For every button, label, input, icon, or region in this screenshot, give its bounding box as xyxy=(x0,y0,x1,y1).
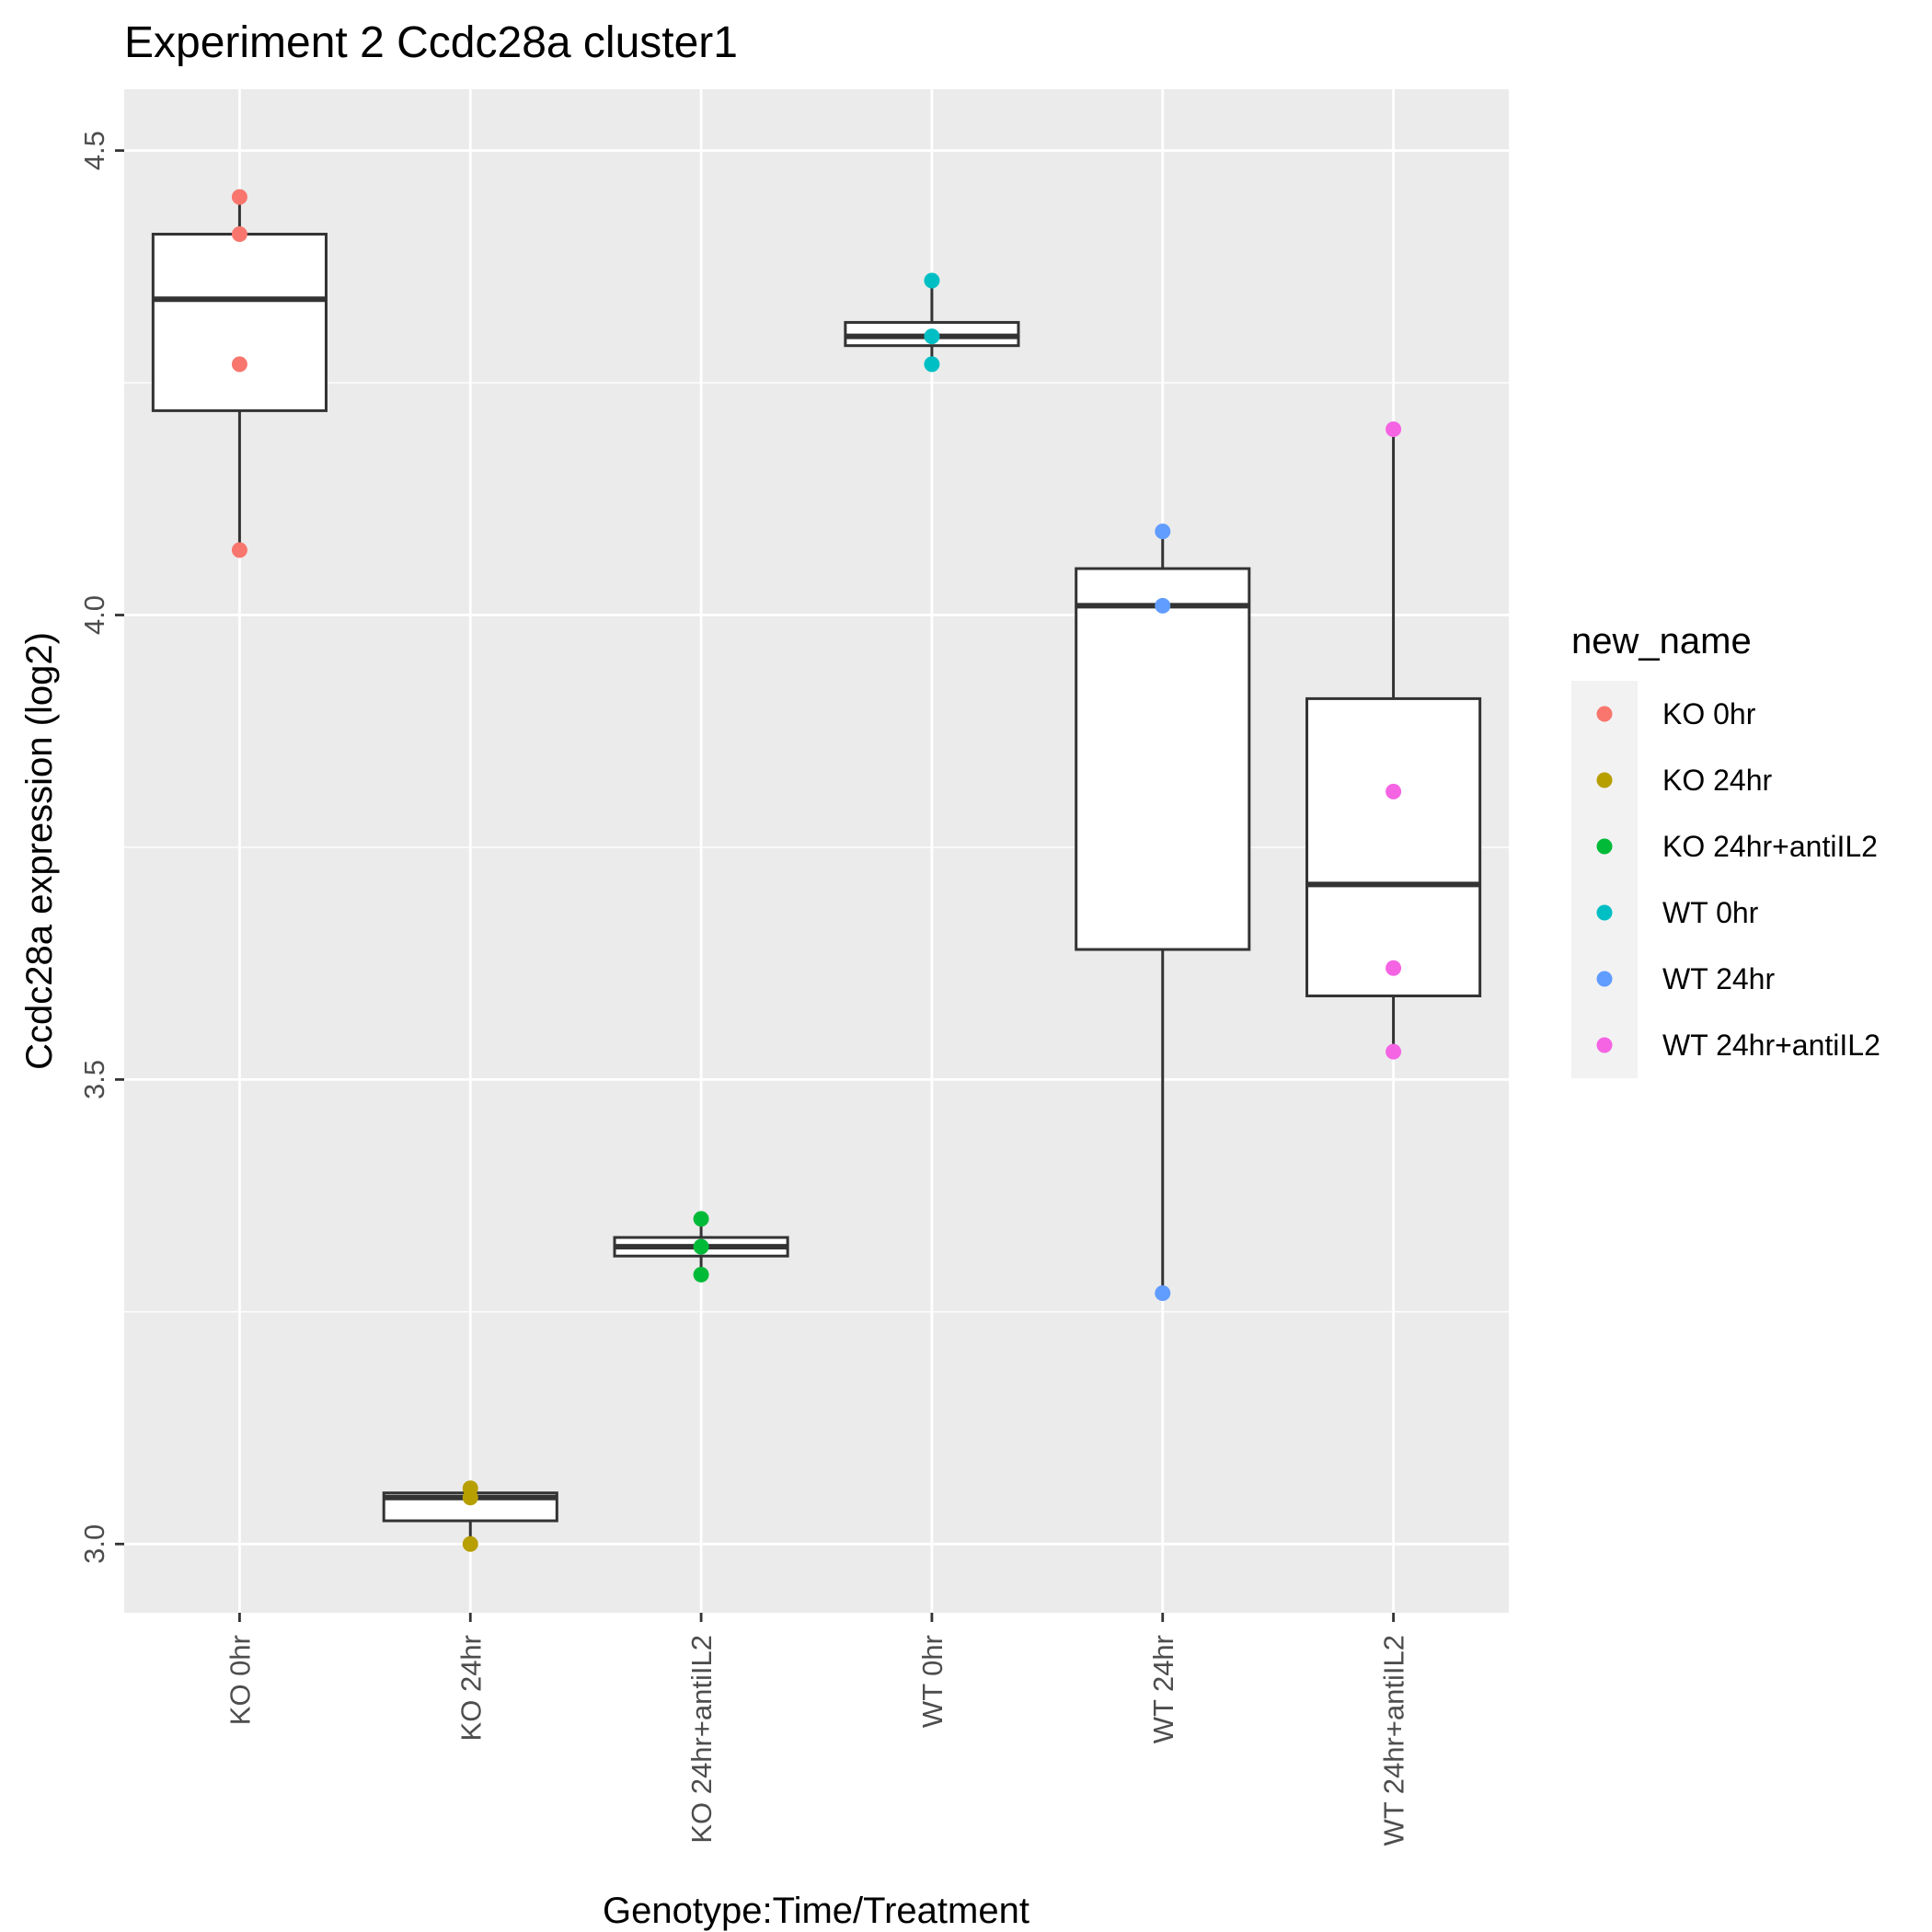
data-point xyxy=(1386,783,1402,799)
data-point xyxy=(231,226,247,243)
plot-panel xyxy=(124,89,1509,1613)
legend-label: KO 0hr xyxy=(1662,697,1756,730)
box-5 xyxy=(1075,531,1251,1294)
x-tick-label: WT 0hr xyxy=(916,1635,949,1728)
data-point xyxy=(231,542,247,558)
y-tick-label: 3.5 xyxy=(78,1060,110,1099)
data-point xyxy=(924,272,940,289)
legend-key xyxy=(1596,706,1613,722)
legend-key xyxy=(1596,838,1613,855)
x-tick-label: WT 24hr xyxy=(1147,1635,1179,1743)
legend: new_name KO 0hr KO 24hr KO 24hr+antiIL2 WT … xyxy=(1571,621,1880,1078)
data-point xyxy=(693,1238,709,1255)
legend-label: KO 24hr xyxy=(1662,764,1773,797)
data-point xyxy=(693,1266,709,1282)
data-point xyxy=(231,356,247,373)
legend-key xyxy=(1596,904,1613,921)
data-point xyxy=(693,1211,709,1227)
data-point xyxy=(231,189,247,205)
box-1 xyxy=(151,197,328,550)
x-tick-label: KO 24hr+antiIL2 xyxy=(685,1635,718,1844)
y-axis-title: Ccdc28a expression (log2) xyxy=(19,632,60,1070)
x-axis-title: Genotype:Time/Treatment xyxy=(603,1891,1029,1931)
legend-key-background xyxy=(1571,681,1638,1078)
box-iqr xyxy=(151,233,328,412)
chart-title: Experiment 2 Ccdc28a cluster1 xyxy=(124,18,738,67)
legend-key xyxy=(1596,971,1613,987)
x-tick-label: KO 0hr xyxy=(224,1635,256,1725)
data-point xyxy=(1155,523,1171,540)
boxes xyxy=(151,197,1482,1545)
x-axis: KO 0hr KO 24hr KO 24hr+antiIL2 WT 0hr WT 24h… xyxy=(224,1613,1410,1846)
x-tick-label: KO 24hr xyxy=(454,1635,487,1741)
y-axis: 3.0 3.5 4.0 4.5 xyxy=(78,131,124,1564)
data-point xyxy=(1386,421,1402,438)
legend-key xyxy=(1596,1037,1613,1053)
y-tick-label: 4.5 xyxy=(78,131,110,170)
box-iqr xyxy=(1305,696,1482,998)
box-6 xyxy=(1305,429,1482,1052)
data-point xyxy=(1386,960,1402,976)
box-iqr xyxy=(1075,567,1251,951)
legend-title: new_name xyxy=(1571,621,1752,661)
legend-label: WT 0hr xyxy=(1662,896,1759,929)
legend-key xyxy=(1596,772,1613,788)
y-tick-label: 4.0 xyxy=(78,595,110,635)
data-point xyxy=(924,328,940,345)
legend-label: KO 24hr+antiIL2 xyxy=(1662,830,1878,863)
data-point xyxy=(1155,1285,1171,1302)
legend-label: WT 24hr xyxy=(1662,962,1775,995)
data-point xyxy=(1155,597,1171,614)
data-point xyxy=(462,1535,478,1552)
legend-label: WT 24hr+antiIL2 xyxy=(1662,1029,1880,1062)
points xyxy=(231,189,1402,1552)
data-point xyxy=(1386,1043,1402,1060)
data-point xyxy=(462,1489,478,1506)
data-point xyxy=(924,356,940,373)
y-tick-label: 3.0 xyxy=(78,1524,110,1564)
x-tick-label: WT 24hr+antiIL2 xyxy=(1378,1635,1410,1846)
